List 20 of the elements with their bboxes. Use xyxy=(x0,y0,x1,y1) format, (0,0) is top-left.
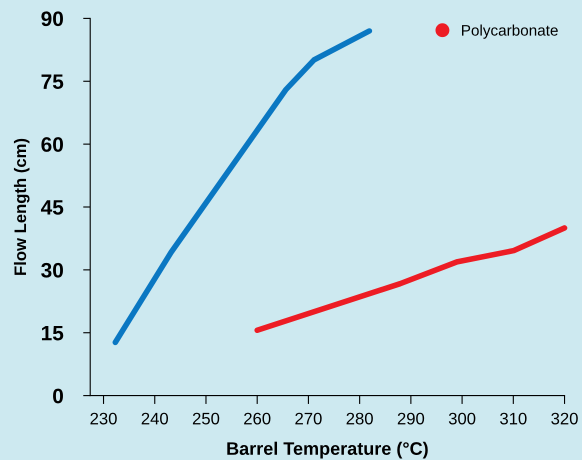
x-tick-label: 280 xyxy=(346,412,373,425)
x-tick-label: 230 xyxy=(90,412,117,425)
x-tick-label: 310 xyxy=(500,412,527,425)
x-axis-title: Barrel Temperature (°C) xyxy=(227,442,428,459)
y-tick-label: 0 xyxy=(53,388,63,404)
y-tick-label: 90 xyxy=(41,11,63,26)
y-axis-title: Flow Length (cm) xyxy=(14,138,30,275)
x-tick-label: 250 xyxy=(192,412,220,425)
x-tick-label: 270 xyxy=(295,412,322,425)
y-tick-label: 15 xyxy=(42,326,64,340)
y-tick-label: 75 xyxy=(42,74,64,90)
x-tick-label: 320 xyxy=(551,412,578,425)
x-tick-label: 290 xyxy=(398,412,424,425)
y-tick-label: 45 xyxy=(40,200,64,215)
legend-label: Polycarbonate xyxy=(462,24,558,39)
y-tick-label: 60 xyxy=(41,137,63,152)
x-tick-label: 240 xyxy=(142,412,168,425)
x-tick-label: 300 xyxy=(448,412,476,425)
y-tick-label: 30 xyxy=(41,262,63,278)
x-tick-label: 260 xyxy=(244,412,270,425)
